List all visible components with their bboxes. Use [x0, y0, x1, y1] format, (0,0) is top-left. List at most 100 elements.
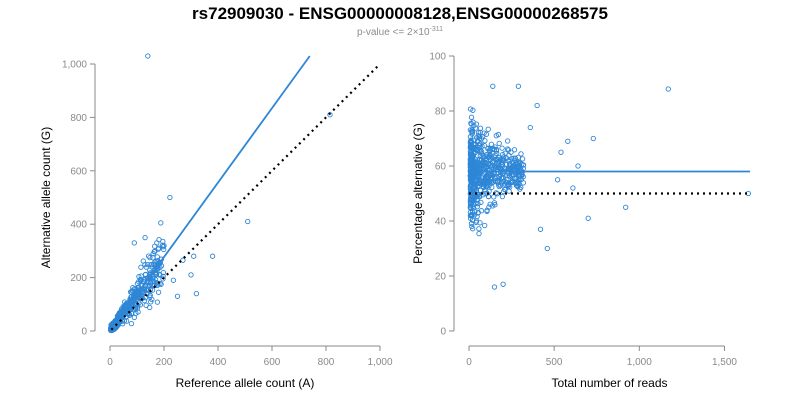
y-tick-label: 600	[70, 166, 87, 177]
data-point	[496, 183, 502, 190]
data-point	[145, 253, 152, 259]
data-point	[500, 151, 506, 158]
data-point	[467, 134, 474, 140]
data-point	[142, 261, 148, 268]
data-point	[469, 223, 475, 230]
data-point	[483, 184, 489, 190]
data-point	[150, 250, 156, 257]
data-point	[491, 194, 497, 200]
data-point	[146, 275, 152, 281]
data-point	[131, 240, 137, 246]
data-point	[245, 218, 251, 225]
data-point	[155, 281, 161, 287]
x-tick-label: 0	[107, 357, 113, 368]
data-point	[486, 183, 492, 189]
data-point	[515, 83, 522, 89]
data-point	[476, 226, 482, 232]
right-scatter-panel: 0 20 40 60 80 100 0 500 1,000 1,500 Total number o…	[411, 52, 751, 390]
data-point	[193, 290, 200, 297]
data-point	[494, 150, 500, 157]
data-point	[155, 246, 162, 252]
data-point	[154, 240, 160, 246]
data-point	[487, 148, 493, 154]
data-point	[488, 141, 495, 147]
data-point	[109, 326, 116, 332]
data-point	[554, 177, 561, 183]
data-point	[469, 199, 475, 205]
p-value-subtitle: p-value <= 2×10-311	[357, 26, 443, 38]
data-point	[152, 277, 159, 283]
figure-title: rs72909030 - ENSG00000008128,ENSG0000026…	[192, 4, 608, 23]
data-point	[537, 226, 544, 232]
data-point	[494, 173, 500, 180]
data-point	[145, 53, 151, 59]
x-tick-label: 600	[264, 357, 281, 368]
data-point	[144, 261, 151, 268]
data-point	[470, 188, 476, 194]
data-point	[500, 281, 506, 287]
data-point	[487, 201, 493, 207]
data-point	[570, 185, 576, 191]
x-tick-label: 0	[466, 357, 472, 368]
data-point	[155, 289, 162, 295]
data-point	[469, 152, 476, 158]
data-point	[477, 125, 484, 131]
data-point	[137, 278, 144, 284]
data-point	[484, 207, 490, 213]
data-point	[157, 272, 163, 278]
data-point	[490, 145, 496, 152]
data-point	[527, 124, 533, 131]
data-point	[468, 178, 474, 185]
x-tick-label: 400	[210, 357, 227, 368]
p-value-exponent: -311	[430, 26, 444, 33]
data-point	[491, 284, 498, 290]
p-value-text: p-value <= 2×10	[357, 27, 430, 38]
data-point	[483, 165, 489, 171]
x-axis-label: Reference allele count (A)	[176, 376, 315, 390]
data-point	[503, 155, 509, 161]
data-point	[476, 230, 482, 237]
data-point	[477, 148, 483, 154]
data-point	[467, 191, 474, 197]
data-point	[468, 114, 475, 120]
data-point	[147, 292, 153, 299]
y-tick-label: 0	[81, 327, 87, 338]
data-point	[327, 112, 333, 118]
data-point	[506, 173, 512, 179]
data-point	[544, 245, 550, 252]
data-point	[153, 258, 159, 264]
data-point	[509, 173, 515, 179]
data-point	[487, 146, 493, 152]
data-point	[180, 257, 186, 263]
data-point	[479, 143, 485, 150]
data-point	[486, 154, 493, 160]
data-point	[147, 254, 153, 261]
y-axis-label: Percentage alternative (G)	[411, 123, 425, 264]
data-point	[575, 163, 581, 169]
data-point	[191, 253, 197, 259]
data-point	[511, 147, 518, 153]
data-point	[158, 263, 165, 269]
reference-line	[110, 63, 381, 331]
data-point	[471, 160, 477, 167]
data-point	[476, 193, 482, 199]
y-tick-label: 20	[435, 272, 447, 283]
data-point	[482, 159, 488, 165]
y-tick-label: 80	[435, 107, 447, 118]
data-point	[490, 165, 497, 172]
data-point	[470, 107, 476, 113]
data-point	[160, 269, 167, 276]
y-tick-label: 800	[70, 113, 87, 124]
data-point	[467, 173, 474, 179]
data-point	[499, 164, 505, 170]
data-point	[486, 188, 492, 195]
data-point	[138, 273, 144, 279]
data-point	[174, 293, 181, 299]
y-tick-label: 100	[429, 52, 446, 63]
data-point	[121, 299, 128, 305]
data-point	[475, 209, 481, 216]
data-point	[513, 182, 520, 189]
data-point	[519, 156, 526, 162]
data-point	[128, 320, 135, 327]
